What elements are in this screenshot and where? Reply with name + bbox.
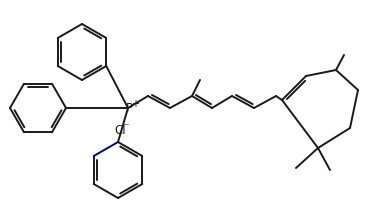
Text: +: + [131,99,139,109]
Text: P: P [125,101,132,114]
Text: ⁻: ⁻ [123,122,129,132]
Text: Cl: Cl [114,123,126,137]
